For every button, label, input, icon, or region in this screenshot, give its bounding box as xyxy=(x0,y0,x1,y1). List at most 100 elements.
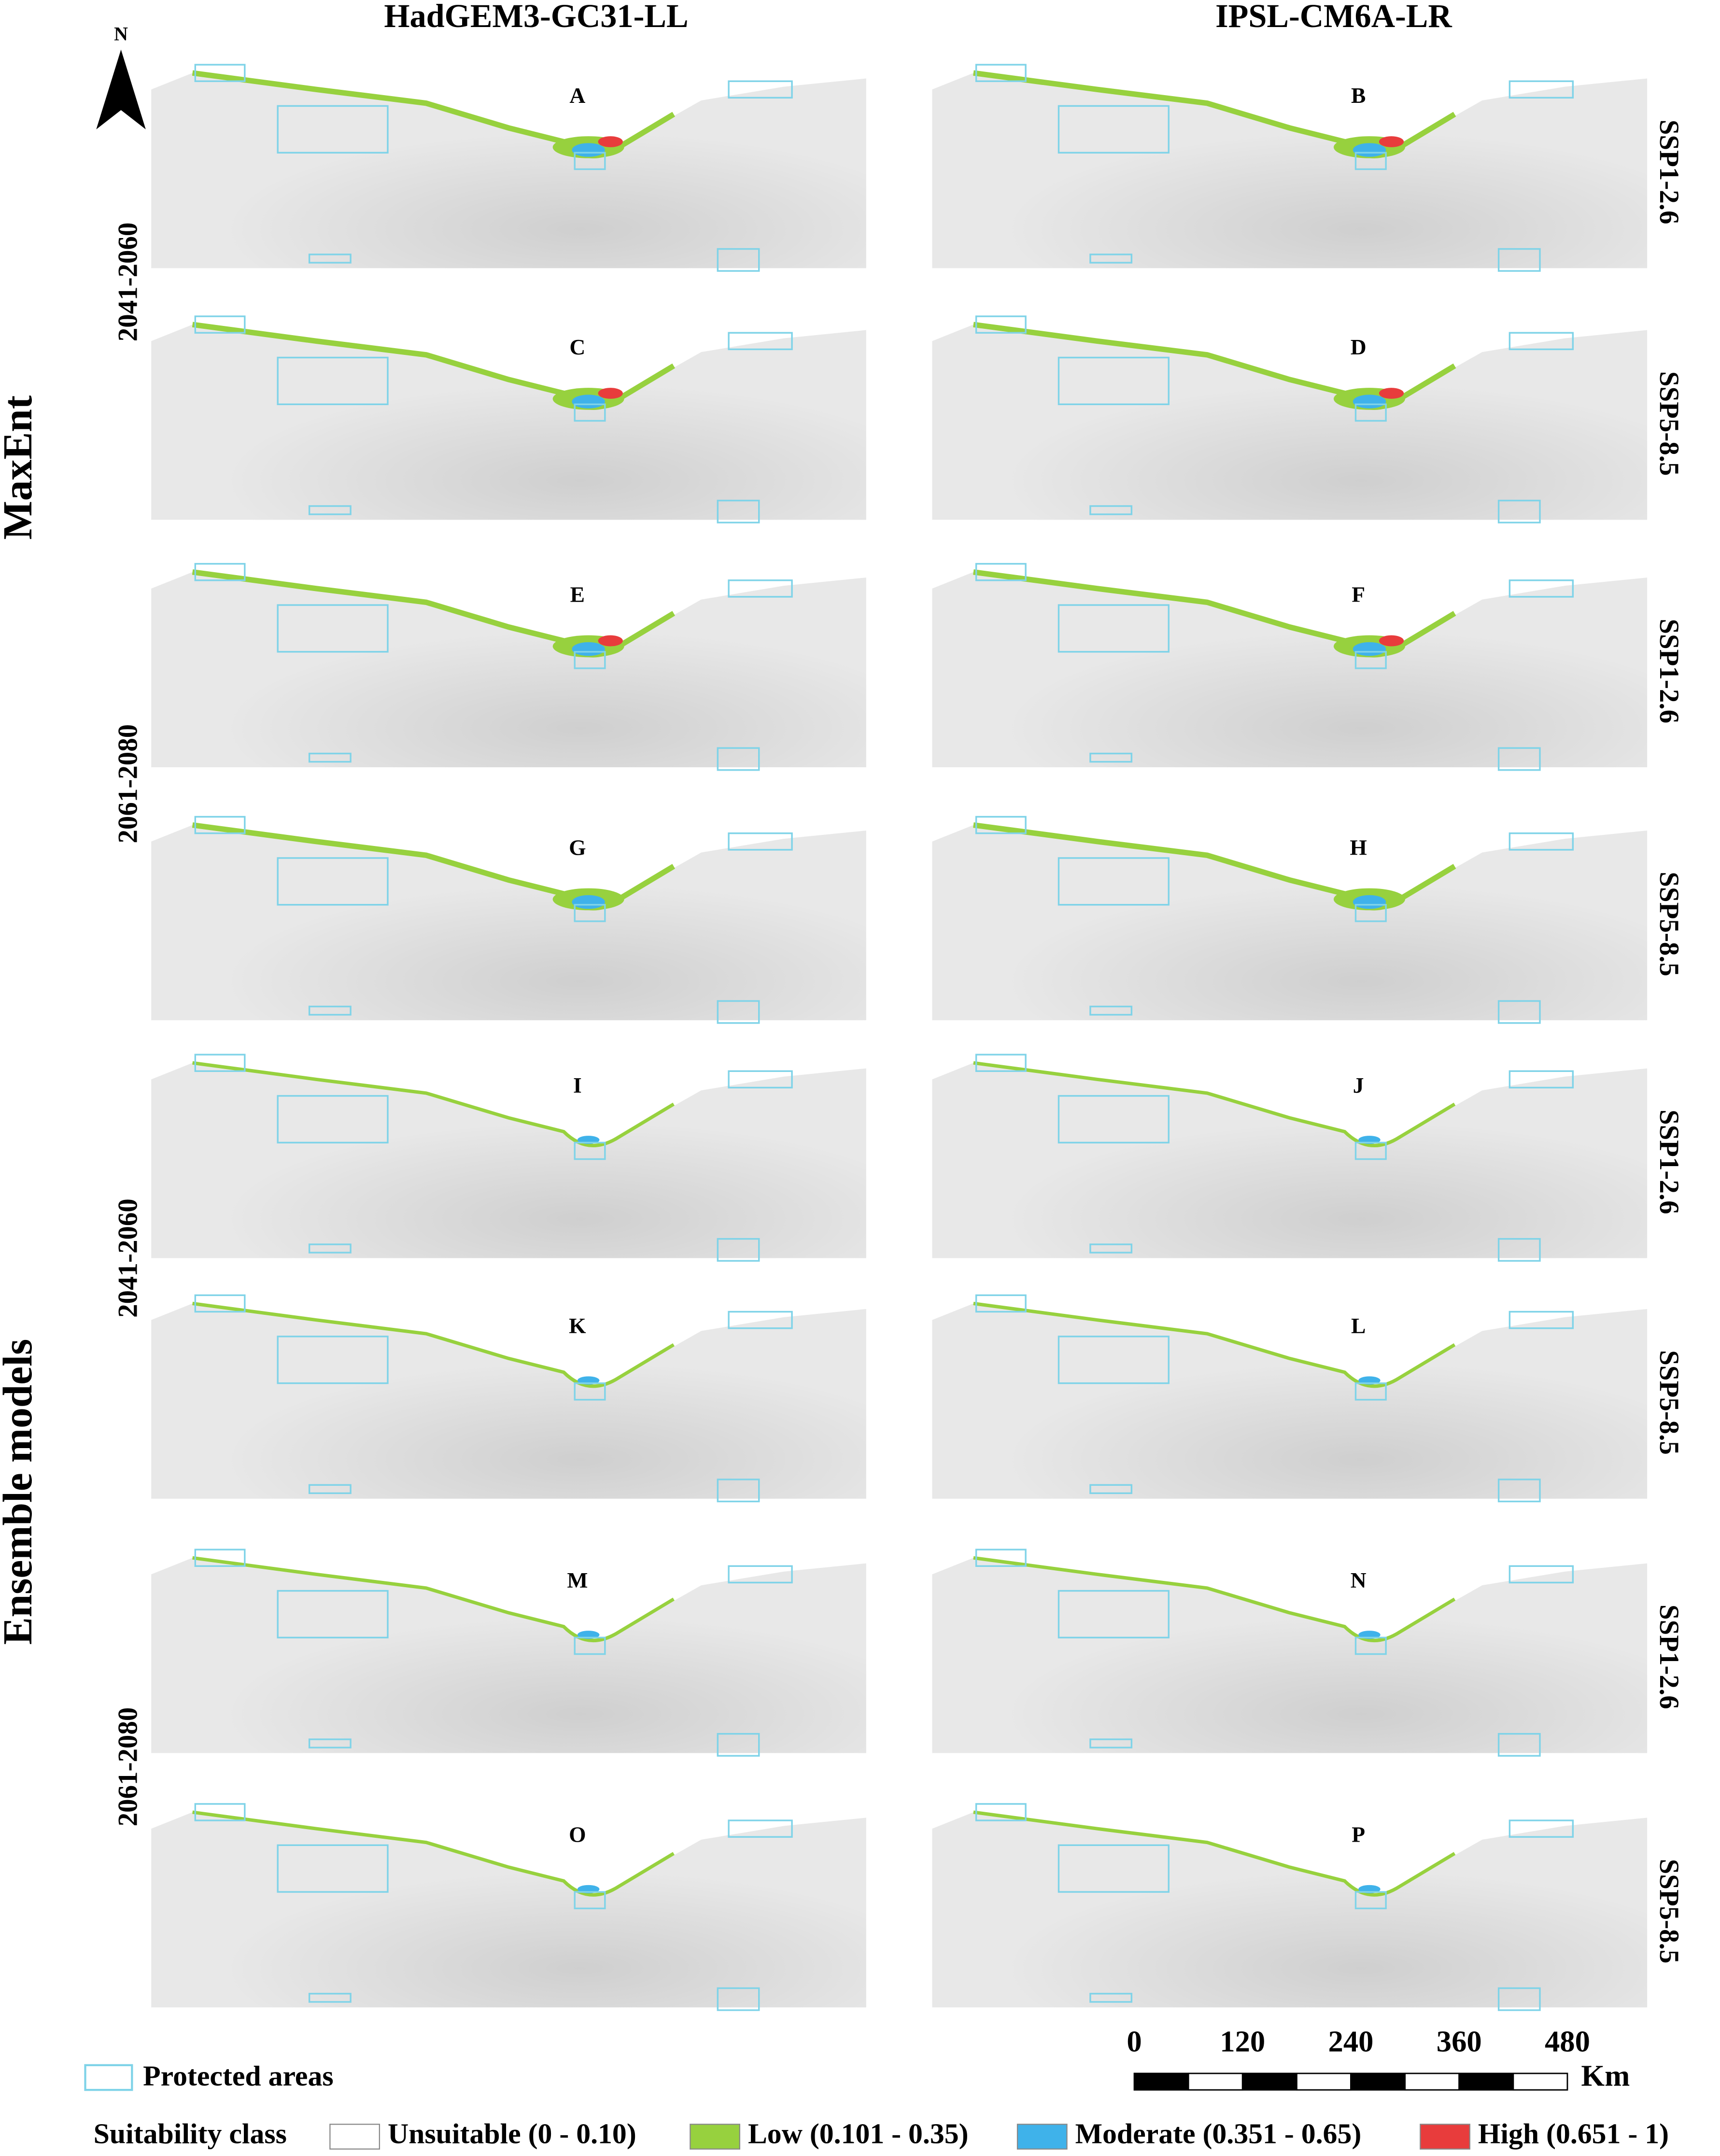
legend-class: High (0.651 - 1) xyxy=(1478,2118,1669,2150)
protected-area xyxy=(1497,1987,1541,2011)
land xyxy=(151,825,866,1020)
land xyxy=(151,1812,866,2008)
protected-area xyxy=(717,747,760,771)
protected-area xyxy=(308,1993,352,2003)
period-label: 2061-2080 xyxy=(113,1707,143,1827)
protected-area xyxy=(1509,832,1574,851)
panel-letter: P xyxy=(1352,1822,1365,1847)
north-label: N xyxy=(114,23,128,44)
protected-area xyxy=(1057,1336,1170,1384)
protected-area xyxy=(1354,904,1387,922)
scenario-label: SSP1-2.6 xyxy=(1654,1110,1684,1214)
panel-letter: B xyxy=(1351,83,1366,108)
protected-area xyxy=(277,1095,389,1144)
method-label: Ensemble models xyxy=(0,1339,41,1645)
scale-tick-label: 120 xyxy=(1220,2025,1265,2058)
panel-letter: C xyxy=(569,335,585,359)
method-label: MaxEnt xyxy=(0,395,41,539)
protected-area xyxy=(308,1005,352,1016)
legend-protected: Protected areas xyxy=(143,2060,334,2092)
land xyxy=(932,1063,1648,1258)
period-label: 2041-2060 xyxy=(113,1198,143,1318)
protected-area xyxy=(277,1590,389,1639)
scenario-label: SSP1-2.6 xyxy=(1654,1605,1684,1709)
protected-area xyxy=(194,1549,246,1567)
protected-area xyxy=(574,152,606,170)
legend-class: Moderate (0.351 - 0.65) xyxy=(1075,2118,1362,2150)
protected-area xyxy=(728,1311,793,1329)
protected-area xyxy=(1354,651,1387,669)
legend-swatch xyxy=(329,2124,380,2150)
protected-area xyxy=(1354,152,1387,170)
protected-area xyxy=(308,1243,352,1254)
protected-area xyxy=(574,403,606,422)
protected-area xyxy=(975,1803,1027,1821)
scale-segment xyxy=(1241,2072,1297,2091)
protected-area xyxy=(194,1054,246,1072)
protected-area xyxy=(574,1141,606,1160)
panel-letter: O xyxy=(569,1822,586,1847)
protected-area xyxy=(975,816,1027,834)
protected-area xyxy=(1509,1819,1574,1838)
protected-area xyxy=(308,1738,352,1748)
legend-swatch xyxy=(1016,2124,1068,2150)
coastline xyxy=(973,1061,1456,1147)
scale-segment xyxy=(1296,2072,1352,2091)
protected-area xyxy=(574,1382,606,1401)
scale-segment xyxy=(1350,2072,1406,2091)
protected-area xyxy=(728,832,793,851)
protected-area xyxy=(1509,1311,1574,1329)
land xyxy=(151,1063,866,1258)
suitability-high xyxy=(598,388,623,399)
protected-area xyxy=(975,563,1027,581)
land xyxy=(932,1303,1648,1499)
panel-letter: H xyxy=(1350,835,1367,860)
suitability-high xyxy=(1379,136,1404,147)
panel-letter: E xyxy=(570,582,585,606)
suitability-moderate xyxy=(1353,143,1386,157)
protected-area xyxy=(1497,747,1541,771)
scenario-label: SSP5-8.5 xyxy=(1654,1350,1684,1455)
protected-area xyxy=(975,1294,1027,1313)
protected-area xyxy=(717,1479,760,1503)
panel-letter: I xyxy=(573,1073,582,1098)
scale-segment xyxy=(1187,2072,1243,2091)
protected-area xyxy=(194,64,246,82)
protected-area xyxy=(1497,1479,1541,1503)
panel-letter: K xyxy=(569,1313,586,1338)
land xyxy=(932,572,1648,768)
protected-area xyxy=(277,356,389,406)
protected-area xyxy=(1354,403,1387,422)
protected-area xyxy=(277,105,389,154)
land xyxy=(932,1812,1648,2008)
scenario-label: SSP5-8.5 xyxy=(1654,1859,1684,1964)
protected-area xyxy=(1089,254,1133,264)
protected-area xyxy=(1057,1844,1170,1893)
protected-swatch xyxy=(84,2064,133,2091)
protected-area xyxy=(1354,1891,1387,1909)
protected-area xyxy=(1497,1238,1541,1262)
land xyxy=(932,324,1648,520)
legend-swatch xyxy=(1420,2124,1470,2150)
period-label: 2041-2060 xyxy=(113,223,143,342)
protected-area xyxy=(728,332,793,351)
protected-area xyxy=(1497,248,1541,272)
protected-area xyxy=(728,80,793,99)
protected-area xyxy=(308,752,352,763)
protected-area xyxy=(1057,105,1170,154)
protected-area xyxy=(1497,1000,1541,1024)
protected-area xyxy=(1057,1095,1170,1144)
protected-area xyxy=(975,1054,1027,1072)
suitability-moderate xyxy=(572,642,605,656)
land xyxy=(932,1558,1648,1753)
protected-area xyxy=(194,1294,246,1313)
scale-segment xyxy=(1458,2072,1514,2091)
legend-swatch xyxy=(690,2124,740,2150)
protected-area xyxy=(194,816,246,834)
panel-letter: F xyxy=(1352,582,1365,606)
suitability-moderate xyxy=(1353,642,1386,656)
land xyxy=(151,572,866,768)
protected-area xyxy=(194,1803,246,1821)
coastline xyxy=(192,1556,675,1642)
